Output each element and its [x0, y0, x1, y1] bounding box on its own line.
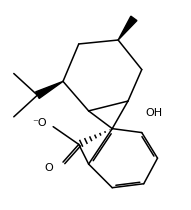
Text: O: O: [45, 163, 54, 173]
Text: OH: OH: [146, 108, 163, 118]
Text: ⁻O: ⁻O: [32, 118, 47, 128]
Polygon shape: [118, 16, 137, 40]
Polygon shape: [36, 81, 63, 98]
